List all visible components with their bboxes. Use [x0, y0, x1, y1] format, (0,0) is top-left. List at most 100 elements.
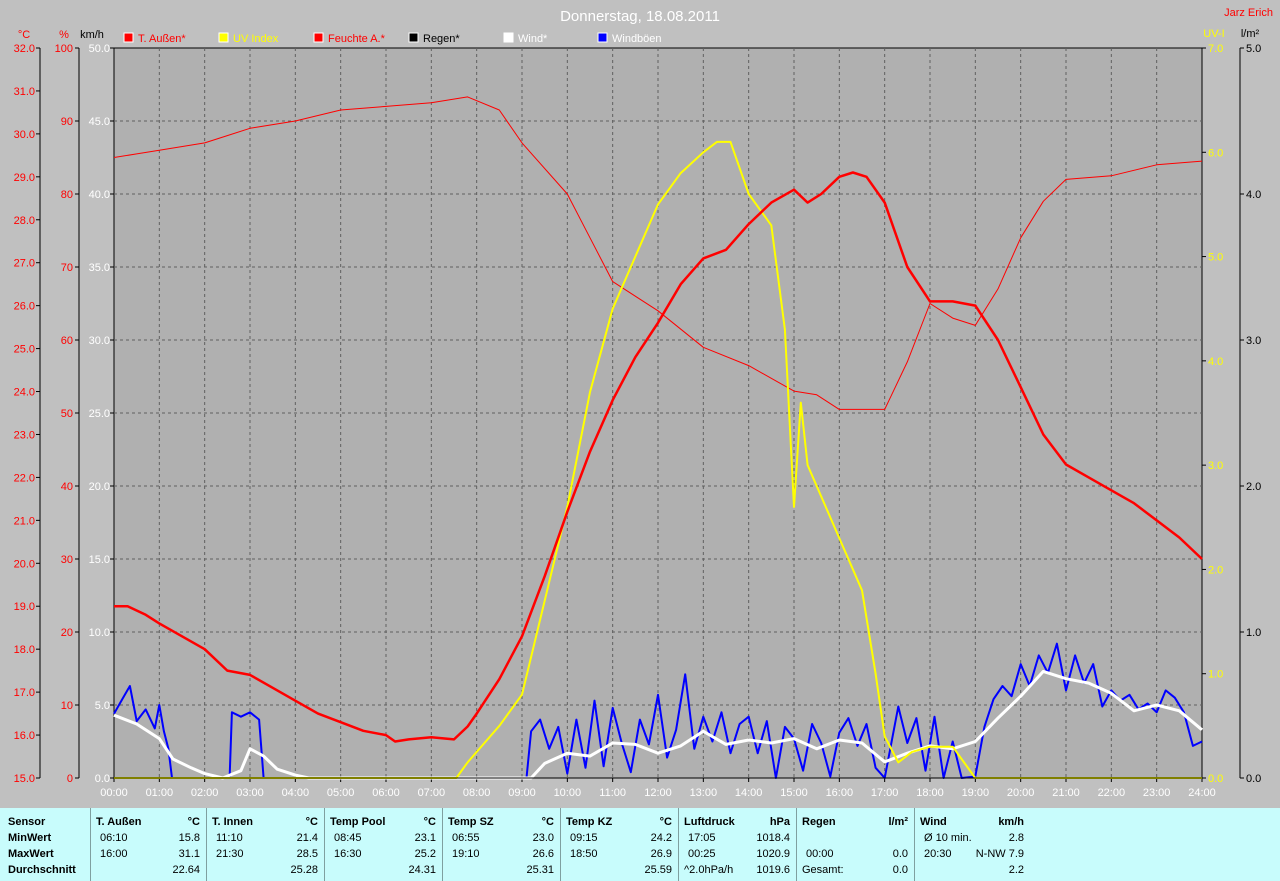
hum-tick-label: 40 — [61, 481, 73, 493]
legend-swatch-3 — [408, 32, 419, 43]
stats-min-val: 2.8 — [1008, 832, 1024, 844]
legend-label-4: Wind* — [518, 33, 548, 45]
temp-tick-label: 28.0 — [14, 215, 35, 227]
time-tick-label: 02:00 — [191, 787, 219, 799]
legend-swatch-2 — [313, 32, 324, 43]
time-tick-label: 05:00 — [327, 787, 355, 799]
legend: T. Außen* UV Index Feuchte A.* Regen* Wind* W… — [123, 32, 662, 45]
legend-swatch-0 — [123, 32, 134, 43]
stats-separator — [914, 808, 915, 881]
stats-separator — [324, 808, 325, 881]
legend-label-5: Windböen — [612, 33, 662, 45]
time-axis: 00:00 01:00 02:00 03:00 04:00 05:00 06:00 07:00… — [100, 778, 1216, 799]
stats-col-unit: km/h — [998, 816, 1024, 828]
time-tick-label: 23:00 — [1143, 787, 1171, 799]
stats-min-val: 15.8 — [178, 832, 200, 844]
temp-tick-label: 27.0 — [14, 258, 35, 270]
stats-avg-val: 25.31 — [526, 864, 554, 876]
temp-unit-label: °C — [18, 29, 30, 41]
stats-max-time: 16:00 — [100, 848, 128, 860]
hum-unit-label: % — [59, 29, 69, 41]
series-wind — [113, 669, 1203, 780]
time-tick-label: 17:00 — [871, 787, 899, 799]
stats-avg-val: 2.2 — [1008, 864, 1024, 876]
stats-max-val: 25.2 — [414, 848, 436, 860]
time-tick-label: 19:00 — [962, 787, 990, 799]
stats-max-val: 26.6 — [532, 848, 554, 860]
hum-tick-label: 0 — [67, 773, 73, 785]
temp-tick-label: 15.0 — [14, 773, 35, 785]
stats-separator — [90, 808, 91, 881]
rain-tick-label: 3.0 — [1246, 335, 1261, 347]
author-label: Jarz Erich — [1224, 7, 1273, 19]
time-tick-label: 03:00 — [236, 787, 264, 799]
time-tick-label: 00:00 — [100, 787, 128, 799]
time-tick-label: 11:00 — [599, 787, 626, 799]
temp-tick-label: 31.0 — [14, 86, 35, 98]
rain-tick-label: 5.0 — [1246, 43, 1261, 55]
stats-col-title: Temp SZ — [448, 816, 494, 828]
uv-tick-label: 0.0 — [1208, 773, 1223, 785]
wind-tick-label: 25.0 — [89, 408, 110, 420]
temp-tick-label: 19.0 — [14, 601, 35, 613]
hum-tick-label: 60 — [61, 335, 73, 347]
time-tick-label: 20:00 — [1007, 787, 1035, 799]
stats-max-time: 00:25 — [688, 848, 716, 860]
rain-tick-label: 0.0 — [1246, 773, 1261, 785]
time-tick-label: 01:00 — [146, 787, 174, 799]
temp-tick-label: 22.0 — [14, 472, 35, 484]
stats-col-title: Temp KZ — [566, 816, 613, 828]
stats-min-time: 11:10 — [216, 832, 243, 844]
temp-tick-label: 25.0 — [14, 344, 35, 356]
hum-tick-label: 70 — [61, 262, 73, 274]
stats-col-unit: °C — [305, 816, 318, 828]
time-tick-label: 22:00 — [1098, 787, 1126, 799]
hum-tick-label: 10 — [61, 700, 73, 712]
wind-tick-label: 10.0 — [89, 627, 110, 639]
stats-avg-label: Gesamt: — [802, 864, 844, 876]
legend-label-2: Feuchte A.* — [328, 33, 386, 45]
temp-tick-label: 24.0 — [14, 387, 35, 399]
stats-min-time: 17:05 — [688, 832, 716, 844]
stats-max-val: 28.5 — [296, 848, 318, 860]
stats-min-val: 1018.4 — [756, 832, 790, 844]
wind-tick-label: 15.0 — [89, 554, 110, 566]
stats-avg-header: Durchschnitt — [8, 864, 76, 876]
stats-sensor-header: Sensor — [8, 816, 46, 828]
time-tick-label: 14:00 — [735, 787, 763, 799]
hum-tick-label: 80 — [61, 189, 73, 201]
wind-tick-label: 30.0 — [89, 335, 110, 347]
time-tick-label: 08:00 — [463, 787, 491, 799]
stats-col-title: Temp Pool — [330, 816, 386, 828]
legend-swatch-5 — [597, 32, 608, 43]
stats-separator — [678, 808, 679, 881]
rain-tick-label: 2.0 — [1246, 481, 1261, 493]
hum-tick-label: 30 — [61, 554, 73, 566]
temp-tick-label: 30.0 — [14, 129, 35, 141]
stats-avg-label: ^2.0hPa/h — [684, 864, 734, 876]
stats-avg-val: 25.28 — [290, 864, 318, 876]
stats-avg-val: 24.31 — [408, 864, 436, 876]
legend-swatch-1 — [218, 32, 229, 43]
time-tick-label: 10:00 — [554, 787, 582, 799]
stats-table: Sensor MinWert MaxWert Durchschnitt T. A… — [0, 808, 1280, 881]
wind-unit-label: km/h — [80, 29, 104, 41]
stats-col-title: Luftdruck — [684, 816, 735, 828]
stats-avg-val: 22.64 — [172, 864, 200, 876]
stats-max-time: 20:30 — [924, 848, 952, 860]
stats-col-unit: °C — [423, 816, 436, 828]
grid — [114, 48, 1202, 778]
time-tick-label: 12:00 — [644, 787, 672, 799]
temp-tick-label: 23.0 — [14, 429, 35, 441]
stats-max-header: MaxWert — [8, 848, 54, 860]
weather-chart: Donnerstag, 18.08.2011 Jarz Erich °C % k… — [14, 7, 1273, 799]
uv-tick-label: 6.0 — [1208, 147, 1223, 159]
stats-col-unit: °C — [659, 816, 672, 828]
stats-min-val: 21.4 — [296, 832, 318, 844]
stats-max-time: 16:30 — [334, 848, 362, 860]
series-temp-aussen — [114, 171, 1203, 743]
wind-tick-label: 50.0 — [89, 43, 110, 55]
stats-max-val: 26.9 — [650, 848, 672, 860]
time-tick-label: 16:00 — [826, 787, 854, 799]
temp-tick-label: 20.0 — [14, 558, 35, 570]
